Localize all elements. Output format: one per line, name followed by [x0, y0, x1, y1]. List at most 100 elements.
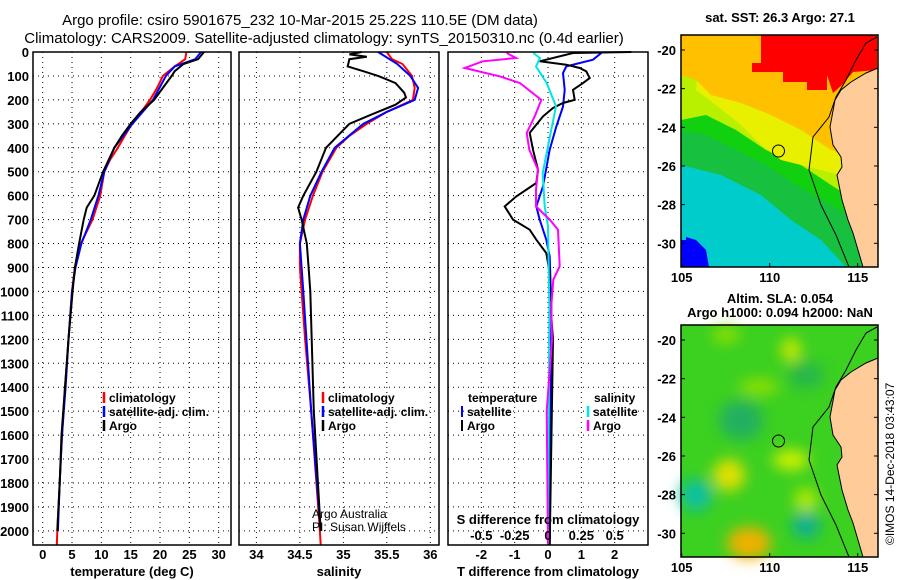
sla-anomaly-field — [680, 327, 824, 559]
series-line-s-satellite — [532, 52, 558, 546]
series-line-t-argo — [503, 51, 632, 546]
y-tick-label: 1600 — [0, 428, 29, 443]
y-tick-label: 800 — [7, 237, 29, 252]
x-tick-label: 2 — [611, 547, 618, 562]
legend-title: temperature — [468, 391, 538, 405]
plot-frame — [32, 51, 232, 546]
series-line-argo — [297, 51, 408, 531]
lat-tick-label: -30 — [657, 526, 676, 541]
figure-title-line2: Climatology: CARS2009. Satellite-adjuste… — [24, 30, 623, 47]
legend-title: salinity — [594, 391, 636, 405]
x-tick-label: 34 — [249, 547, 264, 562]
x-axis-label: temperature (deg C) — [70, 564, 194, 579]
sst-map-frame — [680, 34, 879, 268]
x-tick-label: 25 — [182, 547, 196, 562]
y-tick-label: 0 — [22, 45, 29, 60]
y-tick-label: 1500 — [0, 404, 29, 419]
lon-tick-label: 115 — [847, 270, 868, 285]
legend-label: climatology — [109, 391, 176, 405]
x-tick-label: -2 — [476, 547, 488, 562]
s-tick-label: 0 — [544, 528, 551, 543]
x-tick-label: 0 — [39, 547, 46, 562]
bathymetry-contour — [808, 326, 878, 558]
legend-label: satellite-adj. clim. — [109, 405, 209, 419]
s-tick-label: -0.25 — [500, 528, 530, 543]
annotation: PI: Susan Wijffels — [312, 520, 406, 534]
y-tick-label: 100 — [7, 69, 29, 84]
legend-label: Argo — [593, 419, 621, 433]
x-tick-label: 1 — [578, 547, 585, 562]
x-axis-label: T difference from climatology — [457, 564, 640, 579]
map-axes: -20 -22 -24 -26 -28 -30 105 110 115 -20 -22 -24 -26 -… — [657, 43, 878, 575]
s-tick-label: 0.25 — [569, 528, 594, 543]
y-tick-label: 300 — [7, 117, 29, 132]
y-tick-label: 1400 — [0, 380, 29, 395]
lat-tick-label: -24 — [657, 120, 677, 135]
land — [829, 357, 879, 558]
lon-tick-label: 110 — [759, 270, 780, 285]
y-tick-label: 1900 — [0, 500, 29, 515]
y-tick-label: 200 — [7, 93, 29, 108]
s-tick-label: -0.5 — [470, 528, 492, 543]
y-tick-label: 2000 — [0, 524, 29, 539]
y-tick-label: 1700 — [0, 452, 29, 467]
x-tick-label: 15 — [123, 547, 137, 562]
y-tick-label: 1300 — [0, 356, 29, 371]
sst-map-title: sat. SST: 26.3 Argo: 27.1 — [705, 10, 855, 25]
x-tick-label: 34.5 — [287, 547, 312, 562]
y-tick-label: 400 — [7, 141, 29, 156]
sla-map — [680, 324, 879, 559]
sst-map — [680, 34, 879, 268]
y-tick-label: 900 — [7, 260, 29, 275]
lat-tick-label: -26 — [657, 449, 676, 464]
y-tick-label: 1100 — [1, 308, 29, 323]
lat-tick-label: -22 — [657, 82, 676, 97]
x-tick-label: 35.5 — [374, 547, 399, 562]
x-tick-label: 35 — [336, 547, 350, 562]
legend-label: Argo — [467, 419, 495, 433]
legend-label: climatology — [328, 391, 395, 405]
x-tick-label: 30 — [211, 547, 225, 562]
y-tick-label: 500 — [7, 165, 29, 180]
profile-panel-3: -2 -1 0 1 2 T difference from climatology temp… — [447, 51, 649, 579]
legend-label: satellite-adj. clim. — [328, 405, 428, 419]
legend-label: Argo — [328, 419, 356, 433]
annotation: Argo Australia — [312, 507, 387, 521]
series-line-t-satellite — [535, 52, 602, 546]
x-tick-label: 20 — [153, 547, 167, 562]
y-tick-label: 600 — [7, 189, 29, 204]
x-axis-label: salinity — [317, 564, 363, 579]
profile-panel-2: 34 34.5 35 35.5 36 salinity climatologysatelli… — [238, 51, 440, 579]
legend-label: Argo — [109, 419, 137, 433]
x-tick-label: 5 — [68, 547, 75, 562]
lat-tick-label: -26 — [657, 159, 676, 174]
lat-tick-label: -30 — [657, 236, 676, 251]
sla-map-frame — [680, 324, 879, 558]
lon-tick-label: 105 — [671, 560, 693, 575]
legend-label: satellite — [593, 405, 638, 419]
series-line-climatology — [55, 51, 188, 546]
lat-tick-label: -28 — [657, 488, 676, 503]
land — [829, 67, 879, 268]
series-line-s-argo — [461, 52, 561, 546]
lat-tick-label: -24 — [657, 410, 677, 425]
credit-text: ©IMOS 14-Dec-2018 03:43:07 — [883, 382, 897, 545]
x-tick-label: 10 — [94, 547, 108, 562]
lon-tick-label: 105 — [671, 270, 693, 285]
profile-panel-1: 0 5 10 15 20 25 30 temperature (deg C) 0 100 200 30… — [0, 45, 232, 579]
sla-map-subtitle: Argo h1000: 0.094 h2000: NaN — [687, 305, 873, 320]
figure-title-line1: Argo profile: csiro 5901675_232 10-Mar-2… — [62, 12, 538, 29]
y-tick-label: 1200 — [0, 332, 29, 347]
sst-blue-region — [681, 237, 709, 267]
series-line-satellite-adj-clim- — [298, 51, 420, 531]
lon-tick-label: 115 — [847, 560, 868, 575]
y-tick-label: 1000 — [0, 284, 29, 299]
lat-tick-label: -20 — [657, 43, 676, 58]
s-axis-label: S difference from climatology — [457, 512, 641, 527]
lat-tick-label: -20 — [657, 333, 676, 348]
y-tick-label: 1800 — [0, 476, 29, 491]
lat-tick-label: -28 — [657, 198, 676, 213]
s-tick-label: 0.5 — [606, 528, 624, 543]
